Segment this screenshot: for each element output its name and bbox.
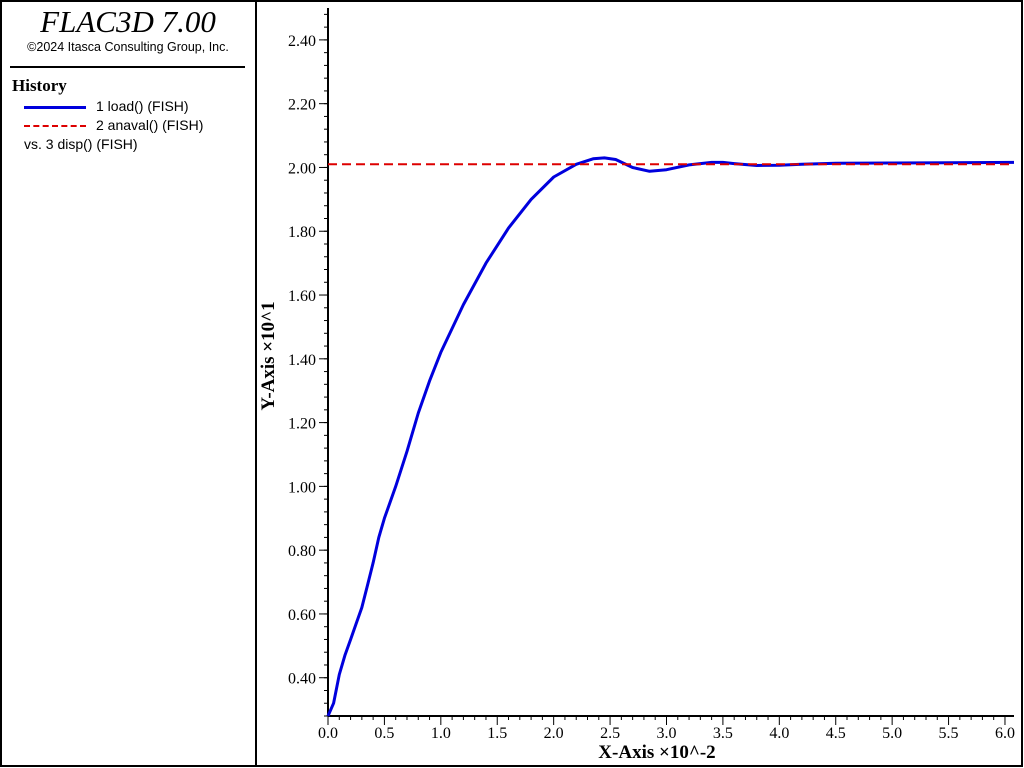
x-tick-label: 5.0 — [882, 725, 902, 742]
x-tick-label: 2.5 — [600, 725, 620, 742]
y-tick-label: 1.20 — [288, 416, 316, 433]
panel-divider-rule — [10, 66, 245, 68]
x-tick-label: 5.5 — [939, 725, 959, 742]
legend-swatch-dashed — [24, 125, 86, 127]
x-axis-title: X-Axis ×10^-2 — [598, 742, 715, 763]
y-tick-label: 2.40 — [288, 33, 316, 50]
x-tick-label: 3.0 — [656, 725, 676, 742]
x-tick-label: 4.5 — [826, 725, 846, 742]
x-tick-label: 6.0 — [995, 725, 1015, 742]
chart-ticks: 0.40 0.60 0.80 1.00 1.20 1.40 1.60 1.80 2.00 2.20… — [288, 13, 1015, 742]
chart-series — [326, 156, 1015, 717]
y-tick-label: 1.60 — [288, 288, 316, 305]
legend-panel: FLAC3D 7.00 ©2024 Itasca Consulting Grou… — [0, 0, 256, 768]
x-tick-label: 0.5 — [374, 725, 394, 742]
legend-item-anaval: 2 anaval() (FISH) — [0, 117, 256, 135]
y-tick-label: 1.80 — [288, 224, 316, 241]
y-axis-title: Y-Axis ×10^1 — [258, 301, 279, 410]
app-title: FLAC3D 7.00 — [40, 4, 216, 39]
copyright-text: ©2024 Itasca Consulting Group, Inc. — [27, 40, 229, 54]
y-tick-label: 1.40 — [288, 352, 316, 369]
series-line-1 — [326, 156, 1015, 717]
y-tick-label: 0.60 — [288, 607, 316, 624]
x-tick-label: 3.5 — [713, 725, 733, 742]
legend-item-load: 1 load() (FISH) — [0, 98, 256, 116]
x-tick-label: 1.5 — [487, 725, 507, 742]
x-tick-label: 1.0 — [431, 725, 451, 742]
x-tick-label: 0.0 — [318, 725, 338, 742]
legend-label-anaval: 2 anaval() (FISH) — [96, 117, 204, 133]
x-tick-label: 4.0 — [769, 725, 789, 742]
x-tick-label: 2.0 — [544, 725, 564, 742]
y-tick-label: 2.20 — [288, 97, 316, 114]
y-tick-label: 0.40 — [288, 671, 316, 688]
y-tick-label: 1.00 — [288, 479, 316, 496]
legend-swatch-solid — [24, 106, 86, 109]
legend-label-load: 1 load() (FISH) — [96, 98, 189, 114]
legend-vs-label: vs. 3 disp() (FISH) — [24, 136, 138, 152]
chart-axes — [327, 8, 1014, 717]
legend-heading: History — [12, 76, 67, 95]
y-tick-label: 2.00 — [288, 160, 316, 177]
y-tick-label: 0.80 — [288, 543, 316, 560]
